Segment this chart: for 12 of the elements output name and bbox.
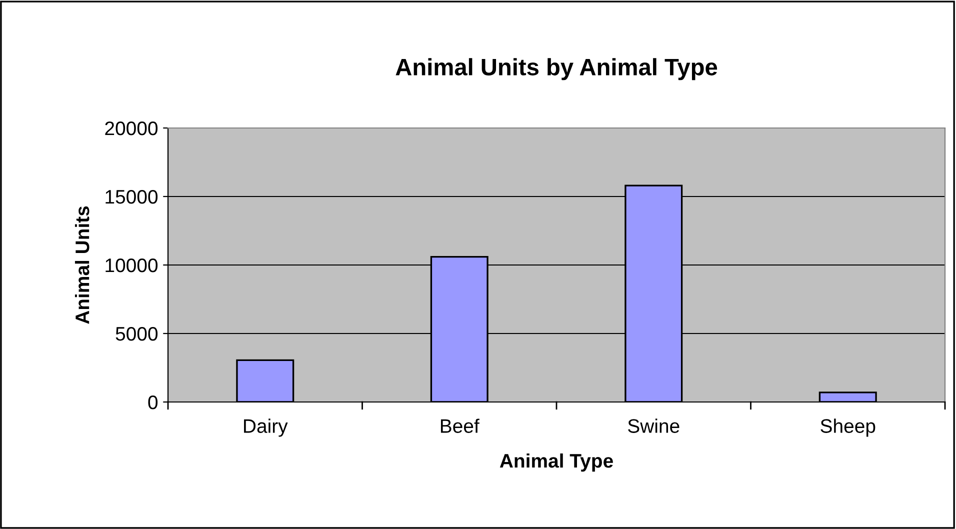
chart-title: Animal Units by Animal Type	[396, 58, 718, 80]
x-axis-title: Animal Type	[500, 453, 613, 472]
y-tick-label: 20000	[105, 121, 158, 136]
y-axis-title: Animal Units	[74, 206, 90, 324]
x-tick-label: Beef	[440, 418, 480, 433]
x-tick-label: Sheep	[820, 418, 876, 437]
x-tick-label: Swine	[628, 418, 680, 433]
y-tick-label: 10000	[106, 258, 158, 272]
x-tick-label: Dairy	[244, 418, 288, 437]
y-tick-label: 0	[148, 395, 158, 410]
y-tick-label: 5000	[116, 326, 158, 341]
y-tick-label: 15000	[106, 190, 158, 204]
